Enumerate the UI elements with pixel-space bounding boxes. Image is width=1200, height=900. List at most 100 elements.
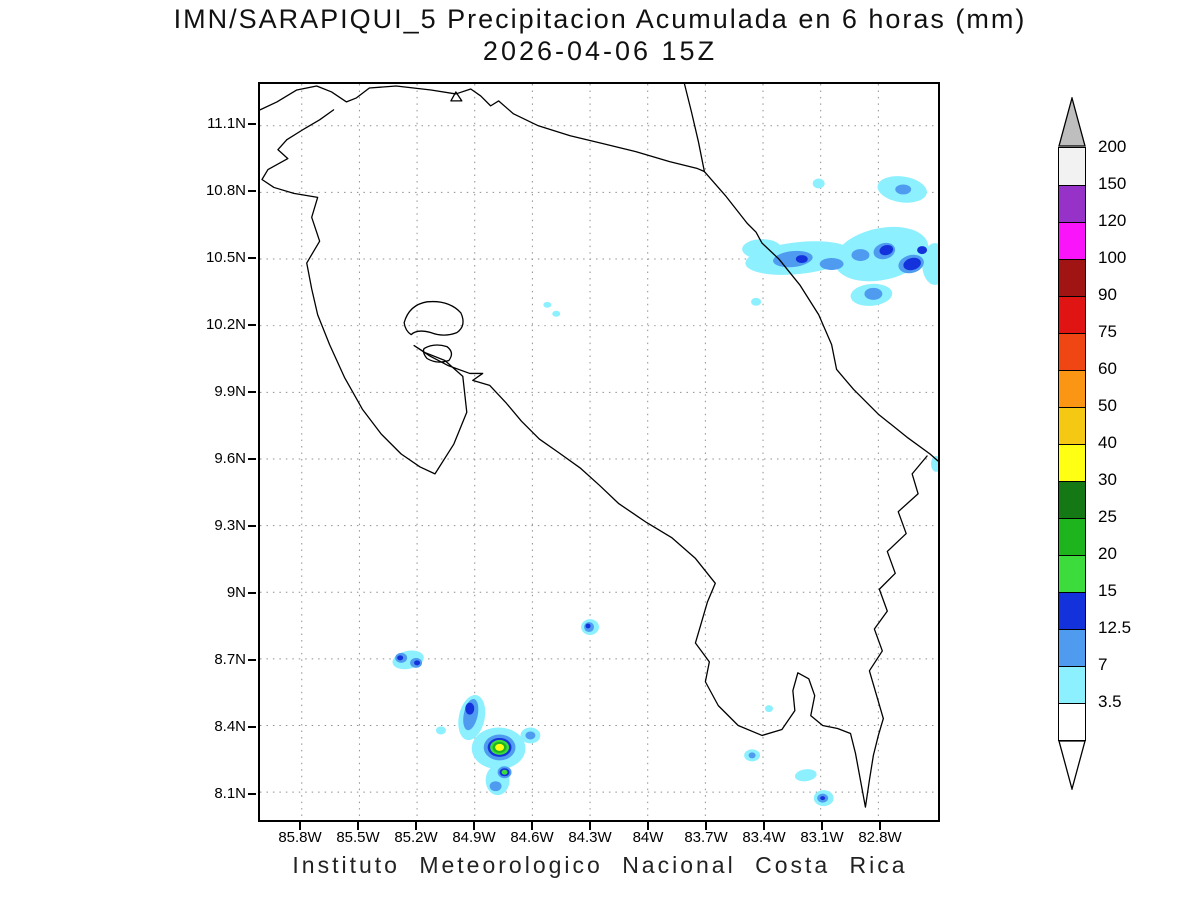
- colorbar-band-15-20mm: [1059, 555, 1085, 592]
- lake-arenal: [403, 300, 464, 336]
- y-axis-tick-label: 10.5N: [205, 249, 246, 266]
- y-axis-tick-label: 10.8N: [205, 182, 246, 199]
- precip-cell-3.5mm: [742, 239, 782, 260]
- x-axis-tick-mark: [299, 822, 301, 830]
- latlon-grid: [260, 84, 938, 820]
- x-axis-tick-label: 83.7W: [684, 829, 728, 846]
- colorbar-tick-label: 30: [1098, 470, 1117, 489]
- colorbar-tick-label: 40: [1098, 433, 1117, 452]
- precip-cell-3.5mm: [794, 769, 817, 782]
- colorbar-over-max-cap: [1058, 97, 1086, 147]
- colorbar-band-120-150mm: [1059, 185, 1085, 222]
- panama-border: [868, 455, 928, 720]
- x-axis-tick-mark: [763, 822, 765, 830]
- precip-cell-12.5mm: [820, 796, 826, 801]
- x-axis-tick-label: 85.5W: [336, 829, 380, 846]
- colorbar-band-12.5-15mm: [1059, 592, 1085, 629]
- lake-island: [450, 91, 463, 102]
- x-axis-tick-mark: [357, 822, 359, 830]
- coastline-layer: [260, 84, 938, 808]
- y-axis-tick-label: 8.4N: [214, 718, 246, 735]
- colorbar-band-40-50mm: [1059, 407, 1085, 444]
- precip-cell-7mm: [819, 258, 844, 270]
- colorbar-band-20-25mm: [1059, 518, 1085, 555]
- x-axis-tick-mark: [647, 822, 649, 830]
- precipitation-shaded-layer: [392, 176, 938, 807]
- y-axis-tick-mark: [248, 257, 256, 259]
- costa-rica-map: [260, 84, 938, 820]
- precip-cell-7mm: [851, 249, 870, 262]
- plot-datetime: 2026-04-06 15Z: [482, 36, 718, 66]
- colorbar-band-90-100mm: [1059, 259, 1085, 296]
- colorbar-tick-label: 25: [1098, 507, 1117, 526]
- precip-cell-7mm: [525, 731, 536, 740]
- precip-cell-3.5mm: [751, 297, 762, 306]
- y-axis-tick-mark: [248, 793, 256, 795]
- colorbar-tick-label: 75: [1098, 322, 1117, 341]
- precip-cell-12.5mm: [585, 623, 591, 629]
- x-axis-tick-label: 84.6W: [510, 829, 554, 846]
- precipitation-colorbar: 200 150 120 100 90 75 60 50 40 30 25 20 15 12.5 7 3.5: [1040, 90, 1170, 820]
- x-axis-tick-label: 85.2W: [394, 829, 438, 846]
- colorbar-band-3.5-7mm: [1059, 666, 1085, 703]
- y-axis-tick-mark: [248, 324, 256, 326]
- x-axis-tick-label: 83.4W: [742, 829, 786, 846]
- colorbar-tick-label: 150: [1098, 174, 1127, 193]
- precip-cell-12.5mm: [414, 660, 421, 666]
- colorbar-bands: [1058, 147, 1086, 741]
- colorbar-under-min-cap: [1058, 740, 1086, 790]
- x-axis-tick-label: 85.8W: [278, 829, 322, 846]
- precip-cell-3.5mm: [435, 726, 446, 735]
- y-axis-tick-label: 9N: [226, 584, 246, 601]
- y-axis-tick-label: 10.2N: [205, 316, 246, 333]
- y-axis-tick-mark: [248, 659, 256, 661]
- precip-cell-3.5mm: [812, 178, 825, 189]
- precip-cell-30mm: [495, 743, 505, 751]
- colorbar-tick-label: 120: [1098, 211, 1127, 230]
- y-axis-tick-mark: [248, 525, 256, 527]
- x-axis-tick-label: 84W: [632, 829, 664, 846]
- precip-cell-12.5mm: [879, 244, 894, 256]
- y-axis-tick-label: 9.9N: [214, 383, 246, 400]
- precip-cell-7mm: [864, 287, 883, 300]
- y-axis-tick-label: 9.3N: [214, 517, 246, 534]
- precip-cell-12.5mm: [465, 702, 475, 715]
- y-axis-tick-label: 9.6N: [214, 450, 246, 467]
- pacific-coastline: [261, 139, 884, 808]
- y-axis-tick-label: 11.1N: [207, 115, 246, 132]
- colorbar-tick-label: 50: [1098, 396, 1117, 415]
- y-axis-tick-label: 8.1N: [214, 785, 246, 802]
- precip-cell-12.5mm: [397, 655, 404, 661]
- map-plot-area: [258, 82, 940, 822]
- precip-cell-12.5mm: [795, 255, 808, 264]
- lake-nicaragua-shoreline: [260, 85, 706, 173]
- y-axis-tick-label: 8.7N: [214, 651, 246, 668]
- precip-cell-7mm: [748, 752, 756, 759]
- colorbar-tick-label: 3.5: [1098, 692, 1122, 711]
- colorbar-band-25-30mm: [1059, 481, 1085, 518]
- caribbean-coastline: [703, 170, 938, 462]
- x-axis-tick-mark: [473, 822, 475, 830]
- precip-cell-3.5mm: [765, 705, 773, 713]
- x-axis-tick-mark: [821, 822, 823, 830]
- colorbar-band-100-120mm: [1059, 222, 1085, 259]
- plot-title: IMN/SARAPIQUI_5 Precipitacion Acumulada …: [173, 4, 1027, 34]
- small-lake: [422, 344, 453, 363]
- precip-cell-15mm: [501, 769, 508, 775]
- x-axis-tick-mark: [589, 822, 591, 830]
- precip-cell-12.5mm: [917, 246, 928, 255]
- y-axis-tick-mark: [248, 458, 256, 460]
- colorbar-tick-label: 200: [1098, 137, 1127, 156]
- y-axis-tick-mark: [248, 726, 256, 728]
- colorbar-band-60-75mm: [1059, 333, 1085, 370]
- precip-cell-3.5mm: [543, 301, 552, 308]
- x-axis-tick-label: 83.1W: [800, 829, 844, 846]
- y-axis-tick-mark: [248, 123, 256, 125]
- colorbar-band-75-90mm: [1059, 296, 1085, 333]
- colorbar-band-50-60mm: [1059, 370, 1085, 407]
- colorbar-band-0-3.5mm: [1059, 703, 1085, 740]
- nicaragua-border-segment: [286, 109, 335, 141]
- precip-cell-3.5mm: [552, 310, 561, 317]
- x-axis-tick-mark: [879, 822, 881, 830]
